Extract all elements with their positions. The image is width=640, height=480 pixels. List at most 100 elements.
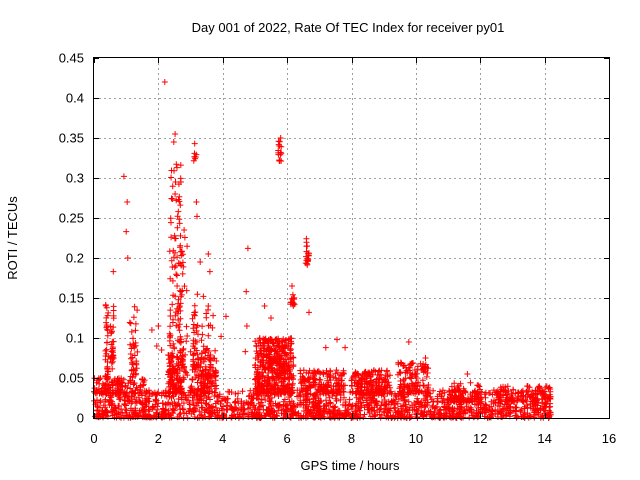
data-point: [400, 414, 407, 421]
data-point: [97, 404, 103, 411]
data-point: [348, 406, 355, 412]
data-point: [322, 344, 329, 351]
data-point: [159, 408, 166, 415]
data-point: [116, 403, 123, 409]
data-point: [306, 309, 312, 316]
data-point: [543, 400, 550, 407]
data-point: [460, 414, 466, 421]
data-point: [334, 336, 340, 343]
data-point: [467, 391, 474, 398]
x-tick-label: 4: [219, 431, 226, 446]
data-point: [439, 387, 446, 394]
data-point: [346, 411, 353, 418]
data-point: [353, 400, 360, 407]
data-point: [132, 407, 139, 414]
data-point: [205, 332, 212, 339]
data-point: [261, 303, 268, 309]
data-point: [492, 406, 499, 413]
data-point: [141, 387, 148, 394]
data-point: [238, 406, 245, 413]
data-point: [290, 411, 297, 418]
data-point: [302, 397, 309, 404]
x-tick-label: 0: [90, 431, 97, 446]
data-point: [168, 219, 174, 226]
data-point: [126, 319, 133, 326]
data-point: [183, 323, 190, 330]
data-point: [113, 410, 120, 417]
data-point: [342, 344, 349, 351]
data-point: [249, 409, 256, 416]
data-point: [346, 396, 353, 403]
data-point: [434, 395, 441, 402]
data-point: [422, 397, 429, 404]
data-point: [169, 183, 176, 190]
y-tick-label: 0.3: [66, 171, 84, 186]
data-point: [253, 411, 260, 417]
data-point: [430, 387, 437, 394]
data-point: [304, 243, 311, 249]
data-point: [124, 255, 131, 261]
data-point: [215, 394, 222, 400]
data-point: [442, 406, 449, 413]
data-point: [547, 409, 554, 416]
data-point: [385, 398, 392, 405]
data-point: [140, 404, 147, 411]
data-point: [385, 414, 392, 421]
data-point: [235, 390, 242, 397]
data-point: [507, 403, 514, 410]
data-point: [306, 399, 313, 406]
y-tick-label: 0.2: [66, 251, 84, 266]
x-tick-label: 16: [602, 431, 616, 446]
data-point: [247, 387, 254, 394]
data-point: [232, 390, 239, 397]
data-point: [146, 387, 152, 394]
data-point: [419, 412, 426, 419]
data-point: [183, 396, 190, 403]
data-point: [244, 245, 251, 252]
data-point: [443, 412, 450, 418]
data-point: [302, 404, 309, 411]
data-point: [423, 394, 430, 400]
data-point: [303, 235, 310, 242]
data-point: [390, 397, 397, 404]
chart-title: Day 001 of 2022, Rate Of TEC Index for r…: [192, 20, 505, 35]
data-point: [271, 408, 278, 415]
data-point: [225, 388, 232, 395]
data-point: [518, 406, 525, 413]
y-tick-label: 0.15: [59, 291, 84, 306]
y-tick-label: 0: [77, 411, 84, 426]
data-point: [456, 406, 463, 413]
data-point: [203, 314, 210, 321]
data-point: [253, 394, 260, 401]
data-point: [127, 351, 134, 357]
data-point: [438, 390, 445, 397]
data-point: [183, 410, 190, 417]
data-points: [91, 79, 554, 421]
data-point: [464, 371, 471, 377]
data-point: [405, 398, 412, 405]
data-point: [345, 402, 352, 409]
data-point: [135, 394, 142, 401]
data-point: [432, 414, 439, 421]
data-point: [174, 272, 180, 279]
data-point: [228, 414, 235, 421]
data-point: [329, 404, 336, 411]
data-point: [404, 407, 411, 414]
data-point: [110, 268, 117, 275]
y-tick-label: 0.05: [59, 371, 84, 386]
data-point: [446, 387, 452, 394]
data-point: [155, 400, 162, 407]
data-point: [503, 412, 510, 419]
data-point: [201, 406, 208, 413]
data-point: [184, 414, 191, 421]
data-point: [170, 139, 177, 145]
data-point: [303, 409, 310, 416]
data-point: [179, 270, 186, 277]
data-point: [135, 412, 142, 419]
data-point: [102, 398, 109, 405]
data-point: [363, 397, 370, 404]
data-point: [210, 312, 217, 319]
data-point: [326, 394, 333, 401]
data-point: [385, 409, 392, 416]
data-point: [360, 399, 367, 406]
